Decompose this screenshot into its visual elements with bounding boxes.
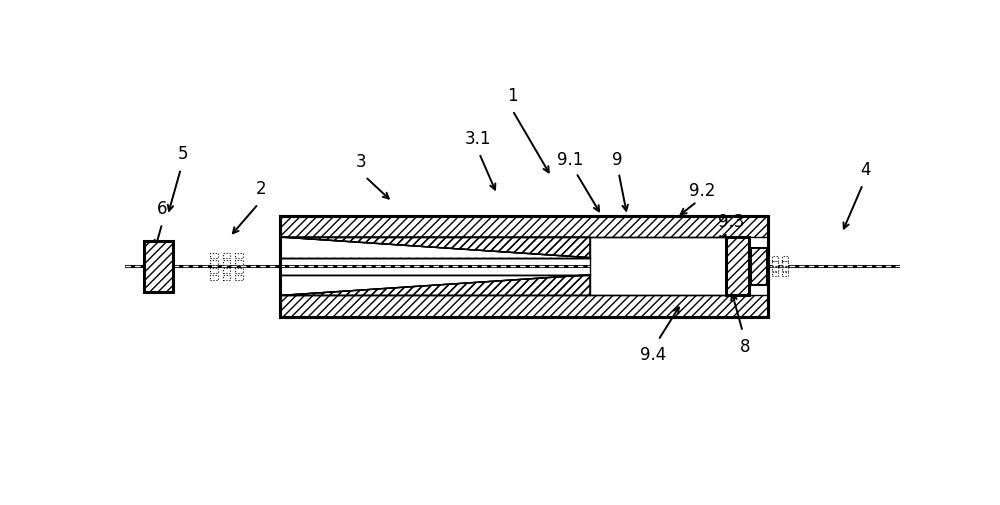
Text: 9: 9	[612, 151, 622, 169]
Bar	[235, 275, 243, 280]
Bar	[235, 268, 243, 273]
Bar	[782, 262, 788, 266]
Text: 1: 1	[507, 87, 518, 105]
Bar	[144, 241, 173, 292]
Text: 9.3: 9.3	[718, 213, 744, 231]
Text: 3: 3	[356, 153, 367, 171]
Text: 2: 2	[255, 180, 266, 198]
Bar	[235, 260, 243, 265]
Bar	[223, 260, 230, 265]
Text: 3.1: 3.1	[464, 129, 491, 147]
Bar	[782, 267, 788, 272]
Bar	[726, 237, 749, 296]
Bar	[772, 267, 778, 272]
Text: 9.1: 9.1	[557, 151, 584, 169]
Bar	[235, 254, 243, 259]
Polygon shape	[280, 237, 590, 258]
Bar	[223, 268, 230, 273]
Bar	[223, 254, 230, 259]
Text: 5: 5	[178, 145, 188, 163]
Bar	[210, 254, 218, 259]
Bar	[726, 237, 749, 296]
Bar	[590, 237, 726, 296]
Bar	[210, 268, 218, 273]
Bar	[280, 216, 768, 317]
Text: 6: 6	[157, 199, 167, 217]
Bar	[772, 272, 778, 277]
Bar	[144, 241, 173, 292]
Text: 8: 8	[740, 337, 750, 356]
Bar	[280, 216, 768, 317]
Bar	[772, 262, 778, 266]
Text: 4: 4	[860, 161, 870, 178]
Bar	[210, 260, 218, 265]
Text: 9.4: 9.4	[640, 345, 667, 363]
Bar	[223, 275, 230, 280]
Bar	[280, 296, 768, 317]
Bar	[782, 257, 788, 261]
Bar	[210, 275, 218, 280]
Polygon shape	[280, 275, 590, 296]
Bar	[772, 257, 778, 261]
Bar	[280, 216, 768, 237]
Text: 9.2: 9.2	[689, 182, 716, 200]
Bar	[782, 272, 788, 277]
Polygon shape	[751, 248, 767, 285]
